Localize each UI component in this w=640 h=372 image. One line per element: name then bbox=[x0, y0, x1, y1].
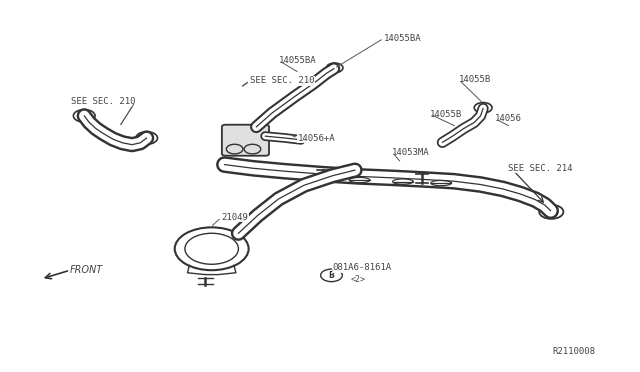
Text: 14056+A: 14056+A bbox=[298, 134, 335, 142]
Text: <2>: <2> bbox=[351, 275, 365, 283]
Text: SEE SEC. 214: SEE SEC. 214 bbox=[508, 164, 573, 173]
Text: 14055BA: 14055BA bbox=[278, 56, 316, 65]
Text: SEE SEC. 210: SEE SEC. 210 bbox=[72, 97, 136, 106]
Text: 14055BA: 14055BA bbox=[384, 34, 421, 43]
Text: 14055B: 14055B bbox=[459, 75, 491, 84]
Text: 14053MA: 14053MA bbox=[392, 148, 429, 157]
Text: 14055B: 14055B bbox=[429, 109, 462, 119]
Text: 14056: 14056 bbox=[495, 114, 522, 123]
FancyBboxPatch shape bbox=[222, 125, 269, 156]
Text: FRONT: FRONT bbox=[70, 265, 104, 275]
Text: 081A6-8161A: 081A6-8161A bbox=[333, 263, 392, 272]
Text: R2110008: R2110008 bbox=[552, 347, 596, 356]
Text: SEE SEC. 210: SEE SEC. 210 bbox=[250, 76, 314, 85]
Text: B: B bbox=[328, 271, 334, 280]
Text: 21049: 21049 bbox=[221, 213, 248, 222]
